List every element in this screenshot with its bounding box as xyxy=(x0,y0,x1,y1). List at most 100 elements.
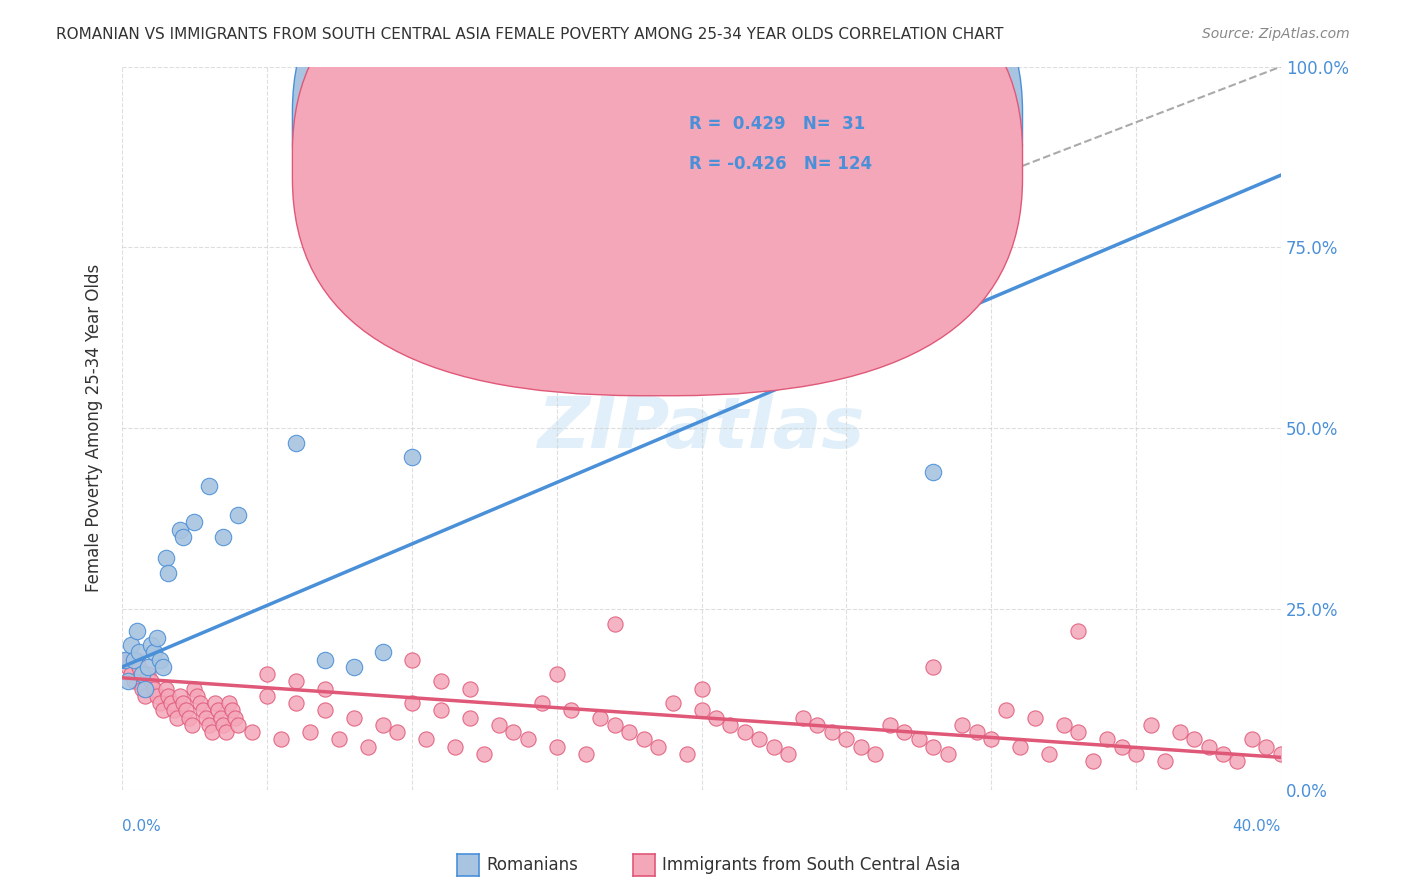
Point xyxy=(204,696,226,710)
Point xyxy=(603,616,626,631)
Point xyxy=(256,667,278,681)
Point xyxy=(117,674,139,689)
Text: R = -0.426   N= 124: R = -0.426 N= 124 xyxy=(689,155,872,173)
Point xyxy=(131,667,153,681)
Point xyxy=(1154,754,1177,768)
Point xyxy=(792,710,814,724)
Point xyxy=(922,660,945,674)
Point xyxy=(226,508,249,522)
Point xyxy=(177,710,200,724)
Point xyxy=(174,703,197,717)
Point xyxy=(166,710,188,724)
Point xyxy=(314,703,336,717)
Text: Source: ZipAtlas.com: Source: ZipAtlas.com xyxy=(1202,27,1350,41)
Text: ROMANIAN VS IMMIGRANTS FROM SOUTH CENTRAL ASIA FEMALE POVERTY AMONG 25-34 YEAR O: ROMANIAN VS IMMIGRANTS FROM SOUTH CENTRA… xyxy=(56,27,1004,42)
Point xyxy=(1168,725,1191,739)
Point xyxy=(690,681,713,696)
Point xyxy=(169,523,191,537)
Point xyxy=(387,725,409,739)
Point xyxy=(415,732,437,747)
Point xyxy=(907,732,929,747)
Point xyxy=(1212,747,1234,761)
Text: 0.0%: 0.0% xyxy=(122,819,160,834)
Point xyxy=(950,718,973,732)
Point xyxy=(160,696,183,710)
Point xyxy=(879,718,901,732)
Point xyxy=(472,747,495,761)
Point xyxy=(198,479,221,493)
Point xyxy=(458,681,481,696)
Point xyxy=(218,696,240,710)
Point xyxy=(357,739,380,754)
Point xyxy=(131,681,153,696)
Point xyxy=(458,312,481,326)
Point xyxy=(328,732,350,747)
Point xyxy=(704,710,727,724)
Point xyxy=(201,725,224,739)
Point xyxy=(207,703,229,717)
Text: R =  0.429   N=  31: R = 0.429 N= 31 xyxy=(689,115,865,134)
Point xyxy=(212,718,235,732)
Point xyxy=(157,689,180,703)
Point xyxy=(371,645,394,659)
Point xyxy=(980,732,1002,747)
Point xyxy=(193,703,215,717)
Point xyxy=(125,653,148,667)
Text: Immigrants from South Central Asia: Immigrants from South Central Asia xyxy=(662,856,960,874)
FancyBboxPatch shape xyxy=(614,92,922,204)
Point xyxy=(429,674,451,689)
Point xyxy=(1067,725,1090,739)
Point xyxy=(690,703,713,717)
Point xyxy=(1240,732,1263,747)
Point xyxy=(114,653,136,667)
Point xyxy=(122,653,145,667)
Point xyxy=(152,660,174,674)
Point xyxy=(284,696,307,710)
Point xyxy=(401,653,423,667)
Text: ZIPatlas: ZIPatlas xyxy=(538,393,865,463)
Point xyxy=(488,327,510,342)
Point xyxy=(1095,732,1118,747)
Point xyxy=(314,653,336,667)
Point xyxy=(966,725,988,739)
Point xyxy=(172,530,194,544)
Point xyxy=(146,631,169,645)
Point xyxy=(893,725,915,739)
Point xyxy=(152,703,174,717)
Point xyxy=(1111,739,1133,754)
Point xyxy=(922,465,945,479)
Point xyxy=(1139,718,1161,732)
Point xyxy=(146,689,169,703)
Point xyxy=(136,667,159,681)
Point xyxy=(835,732,858,747)
FancyBboxPatch shape xyxy=(292,0,1022,396)
Point xyxy=(142,681,165,696)
Point xyxy=(195,710,218,724)
Text: 40.0%: 40.0% xyxy=(1233,819,1281,834)
Point xyxy=(748,732,770,747)
Point xyxy=(546,667,568,681)
Point xyxy=(221,703,243,717)
Point xyxy=(157,566,180,580)
Point xyxy=(531,696,554,710)
Point xyxy=(603,718,626,732)
Point xyxy=(1125,747,1147,761)
Point xyxy=(617,725,640,739)
Point xyxy=(155,551,177,566)
Point xyxy=(1270,747,1292,761)
Point xyxy=(1038,747,1060,761)
Point xyxy=(1226,754,1249,768)
Point xyxy=(215,725,238,739)
Point xyxy=(343,710,366,724)
Point xyxy=(1081,754,1104,768)
Point xyxy=(136,660,159,674)
Point xyxy=(516,732,538,747)
Point xyxy=(603,81,626,95)
Point xyxy=(633,732,655,747)
Point xyxy=(762,739,785,754)
Point xyxy=(734,725,756,739)
Point xyxy=(401,450,423,465)
Point xyxy=(186,689,208,703)
Point xyxy=(139,638,162,652)
Point xyxy=(163,703,186,717)
